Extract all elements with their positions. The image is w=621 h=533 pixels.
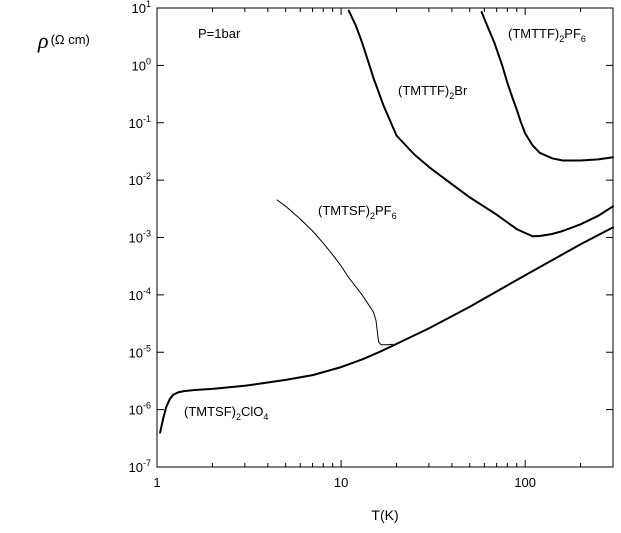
y-tick-label: 101 — [132, 0, 151, 16]
y-tick-label: 10-6 — [129, 401, 151, 418]
series-label: (TMTTF)2PF6 — [508, 26, 586, 44]
x-tick-label: 100 — [514, 475, 536, 490]
data-series — [159, 9, 614, 434]
x-tick-label: 10 — [334, 475, 348, 490]
series-line — [480, 11, 614, 162]
y-tick-label: 10-7 — [129, 458, 151, 475]
y-tick-label: 10-5 — [129, 343, 151, 360]
x-tick-label: 1 — [153, 475, 160, 490]
series-label: (TMTSF)2ClO4 — [184, 404, 268, 422]
y-tick-label: 10-1 — [129, 114, 151, 131]
y-tick-label: 10-4 — [129, 286, 151, 303]
series-label: (TMTSF)2PF6 — [318, 203, 397, 221]
series-line — [159, 226, 614, 434]
y-axis-label: ρ (Ω cm) — [37, 28, 90, 53]
y-tick-label: 100 — [132, 56, 151, 73]
pressure-annotation: P=1bar — [198, 26, 241, 41]
series-line — [276, 199, 393, 346]
series-line — [347, 9, 614, 238]
x-axis-label: T(K) — [371, 507, 398, 523]
axis-ticks: 1 10 100 101 100 10-1 10-2 10-3 10-4 10-5 10-6 10-7 — [129, 0, 614, 490]
chart-labels: (TMTTF)2PF6 (TMTTF)2Br (TMTSF)2PF6 (TMTSF)2… — [184, 26, 586, 422]
y-tick-label: 10-2 — [129, 171, 151, 188]
plot-frame — [156, 7, 614, 468]
series-label: (TMTTF)2Br — [398, 83, 468, 101]
y-tick-label: 10-3 — [129, 229, 151, 246]
